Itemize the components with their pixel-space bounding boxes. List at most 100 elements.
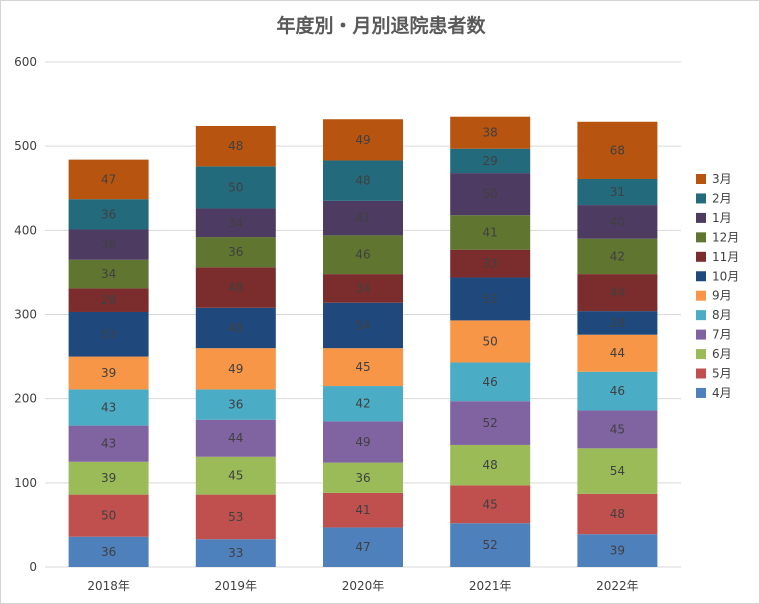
legend-label: 2月 bbox=[712, 191, 732, 205]
data-label: 48 bbox=[355, 174, 370, 188]
bar-segment bbox=[195, 267, 276, 308]
x-tick-label: 2021年 bbox=[469, 579, 512, 593]
bar-segment bbox=[195, 237, 276, 268]
bar-segment bbox=[323, 200, 403, 236]
data-label: 50 bbox=[483, 334, 498, 348]
data-label: 44 bbox=[228, 431, 243, 445]
legend-label: 9月 bbox=[712, 289, 732, 303]
legend-swatch bbox=[696, 212, 706, 223]
bar-segment bbox=[450, 401, 531, 445]
bar-segment bbox=[450, 249, 531, 278]
legend-swatch bbox=[696, 271, 706, 282]
bar-segment bbox=[195, 456, 276, 495]
data-label: 33 bbox=[483, 257, 498, 271]
legend-swatch bbox=[696, 349, 706, 360]
data-label: 53 bbox=[101, 327, 116, 341]
data-label: 52 bbox=[483, 538, 498, 552]
data-label: 44 bbox=[610, 286, 625, 300]
data-label: 48 bbox=[228, 139, 243, 153]
bars: 36 50 39 43 43 39 53 28 34 36 36 47 33 53 45 44 36 49 48 48… bbox=[68, 116, 658, 567]
bar-segment bbox=[195, 419, 276, 457]
data-label: 36 bbox=[228, 398, 243, 412]
data-label: 36 bbox=[355, 471, 370, 485]
y-tick-label: 0 bbox=[29, 560, 37, 574]
bar-segment bbox=[323, 462, 403, 493]
data-label: 48 bbox=[228, 321, 243, 335]
y-tick-label: 500 bbox=[14, 139, 37, 153]
bar-segment bbox=[450, 362, 531, 402]
data-label: 47 bbox=[101, 172, 116, 186]
legend-label: 3月 bbox=[712, 172, 732, 186]
bar-segment bbox=[323, 302, 403, 349]
bar-segment bbox=[323, 492, 403, 528]
data-label: 36 bbox=[228, 245, 243, 259]
x-tick-label: 2020年 bbox=[342, 579, 385, 593]
bar-segment bbox=[195, 389, 276, 420]
data-label: 43 bbox=[101, 437, 116, 451]
bar-segment bbox=[323, 235, 403, 275]
bar-segment bbox=[577, 178, 658, 206]
legend-swatch bbox=[696, 251, 706, 262]
bar-segment bbox=[195, 125, 276, 167]
bar-segment bbox=[323, 119, 403, 161]
bar-segment bbox=[68, 259, 149, 289]
bar-segment bbox=[450, 444, 531, 486]
data-label: 39 bbox=[101, 366, 116, 380]
data-label: 42 bbox=[355, 397, 370, 411]
bar-segment bbox=[68, 536, 149, 567]
bar-segment bbox=[195, 348, 276, 390]
data-label: 54 bbox=[610, 464, 625, 478]
bar-segment bbox=[195, 494, 276, 540]
data-label: 44 bbox=[610, 346, 625, 360]
data-label: 41 bbox=[355, 211, 370, 225]
data-label: 48 bbox=[228, 281, 243, 295]
bar-segment bbox=[195, 166, 276, 209]
bar-segment bbox=[577, 493, 658, 535]
bar-segment bbox=[577, 121, 658, 179]
data-label: 36 bbox=[101, 207, 116, 221]
bar-segment bbox=[450, 173, 531, 216]
legend-swatch bbox=[696, 310, 706, 321]
legend-swatch bbox=[696, 387, 706, 398]
legend-label: 4月 bbox=[712, 386, 732, 400]
legend-swatch bbox=[696, 329, 706, 340]
x-tick-label: 2018年 bbox=[87, 579, 130, 593]
data-label: 68 bbox=[610, 143, 625, 157]
bar-segment bbox=[68, 356, 149, 390]
bar-segment bbox=[68, 389, 149, 426]
data-label: 45 bbox=[610, 422, 625, 436]
bar-segment bbox=[450, 148, 531, 174]
bar-segment bbox=[68, 494, 149, 537]
data-label: 38 bbox=[483, 126, 498, 140]
bar-segment bbox=[323, 274, 403, 303]
bar-segment bbox=[577, 371, 658, 411]
legend-swatch bbox=[696, 232, 706, 243]
bar-segment bbox=[323, 348, 403, 387]
data-label: 45 bbox=[483, 497, 498, 511]
data-label: 36 bbox=[101, 238, 116, 252]
axes: 0 100 200 300 400 500 600 2018年 2019年 2020年 2021年 2… bbox=[14, 55, 639, 593]
data-label: 41 bbox=[355, 503, 370, 517]
data-label: 36 bbox=[101, 545, 116, 559]
bar-segment bbox=[577, 238, 658, 275]
bar-segment bbox=[195, 539, 276, 567]
data-label: 29 bbox=[483, 154, 498, 168]
data-label: 48 bbox=[610, 507, 625, 521]
data-label: 46 bbox=[483, 375, 498, 389]
y-tick-label: 100 bbox=[14, 476, 37, 490]
data-label: 47 bbox=[355, 540, 370, 554]
bar-segment bbox=[450, 277, 531, 321]
legend-label: 1月 bbox=[712, 211, 732, 225]
legend-label: 7月 bbox=[712, 328, 732, 342]
x-tick-label: 2019年 bbox=[215, 579, 258, 593]
bar-segment bbox=[577, 534, 658, 567]
bar-segment bbox=[450, 523, 531, 567]
bar-segment bbox=[68, 461, 149, 495]
data-label: 34 bbox=[228, 216, 243, 230]
data-label: 39 bbox=[610, 544, 625, 558]
bar-segment bbox=[68, 229, 149, 260]
legend-label: 5月 bbox=[712, 367, 732, 381]
chart-title: 年度別・月別退院患者数 bbox=[276, 15, 486, 37]
bar-segment bbox=[195, 208, 276, 238]
